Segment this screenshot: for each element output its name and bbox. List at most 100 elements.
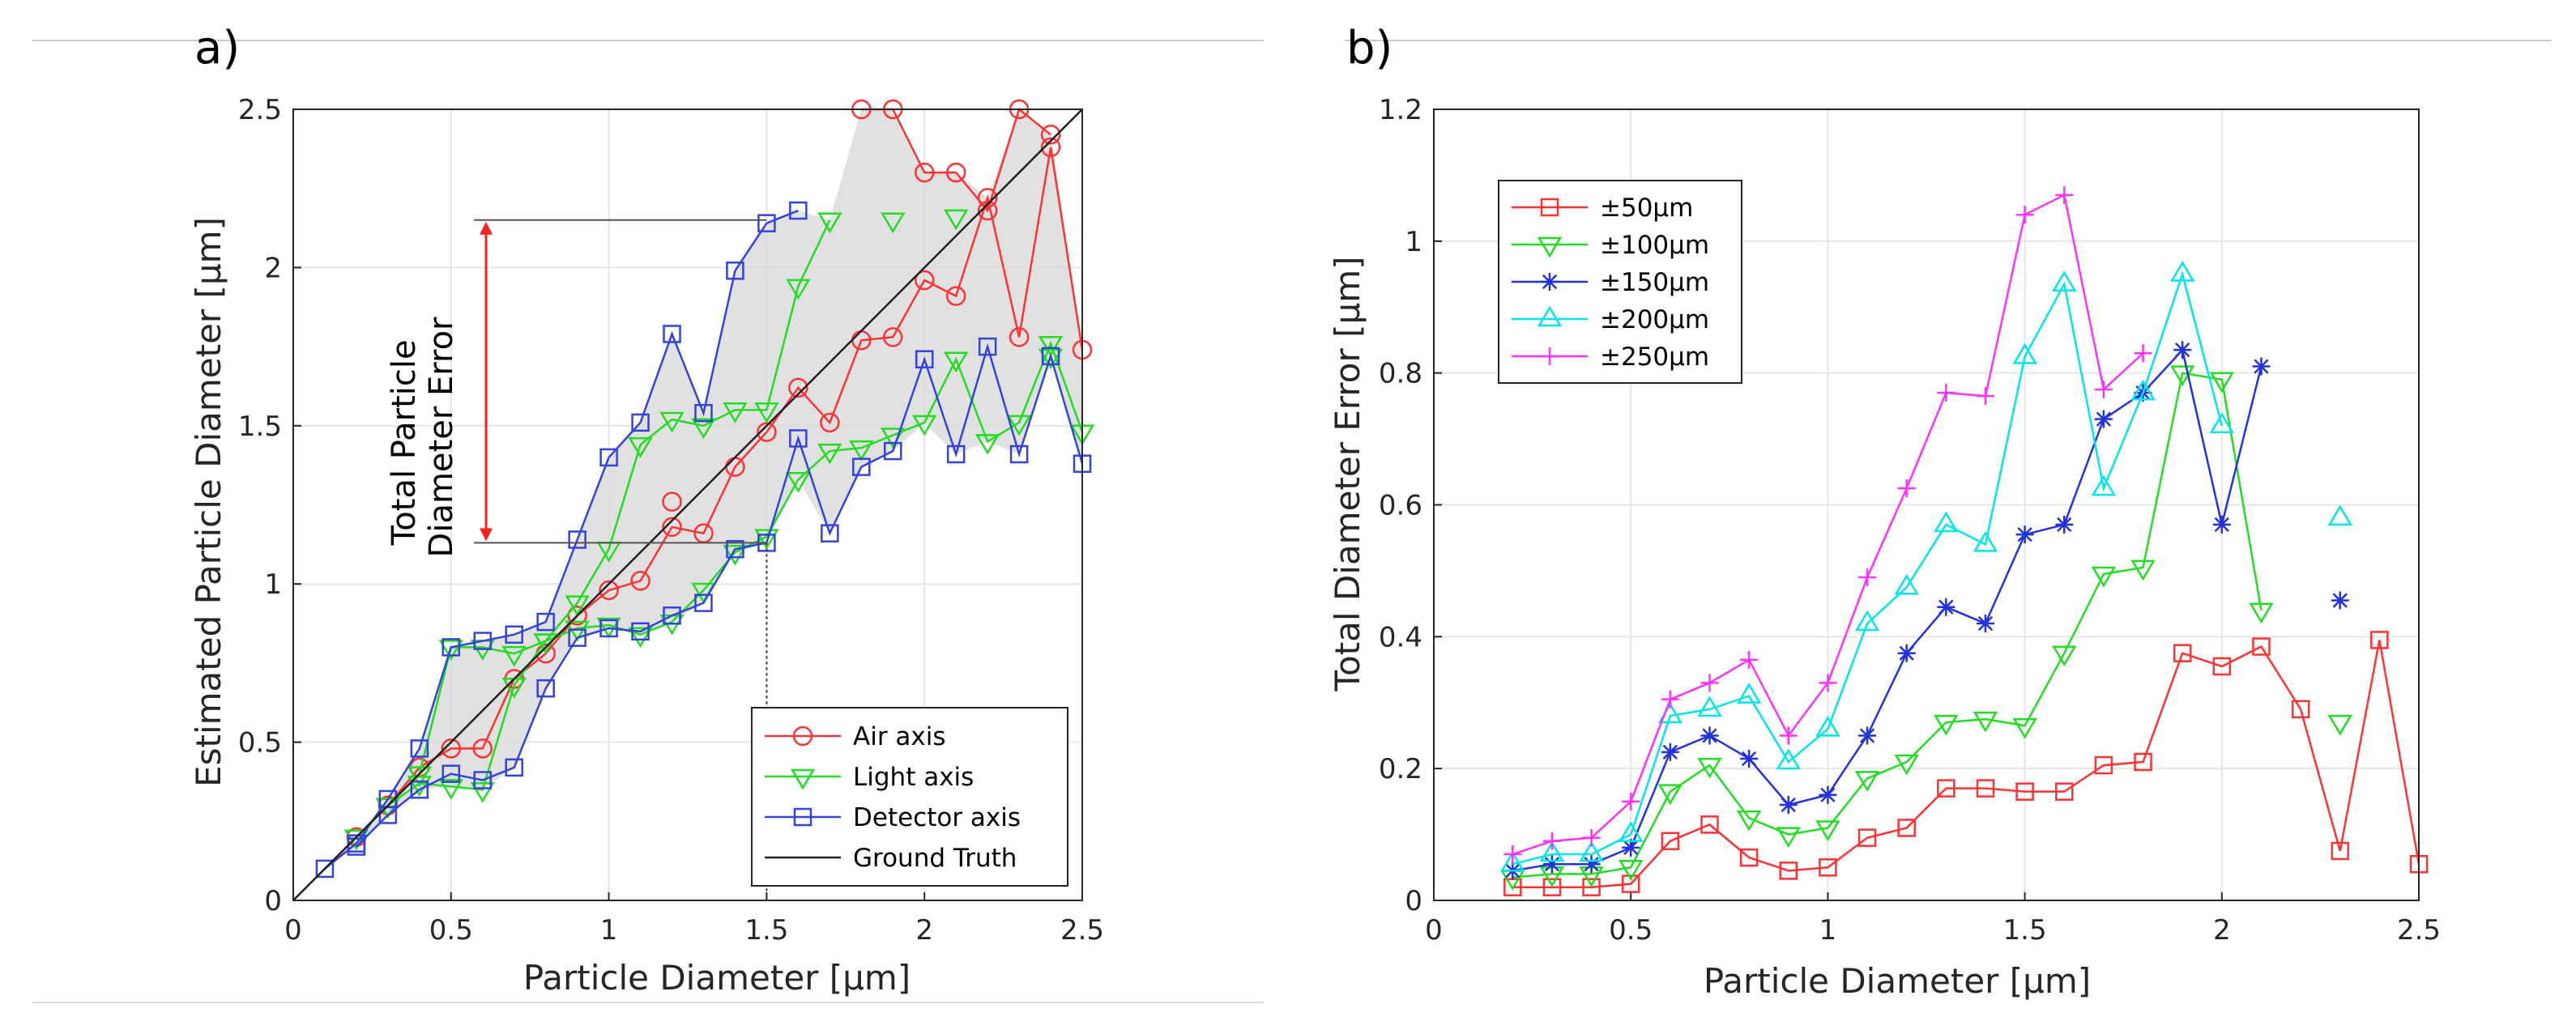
data-point [1854, 771, 1880, 792]
series-line [356, 219, 831, 838]
data-point [1776, 748, 1801, 770]
chart-a: a) 0 0.5 1 1.5 2 2.5 0 0.5 1 1.5 2 2.5 Total Partic… [189, 22, 1104, 998]
series-line [292, 109, 1083, 901]
y-tick-label: 0.4 [1379, 621, 1422, 653]
data-point [1740, 650, 1759, 669]
panel-label-a: a) [194, 22, 240, 74]
data-point [1897, 819, 1916, 837]
data-point [1934, 511, 1959, 533]
data-point [1858, 726, 1877, 745]
x-tick-label: 1.5 [744, 914, 788, 947]
legend-label: ±50μm [1600, 194, 1693, 223]
data-point [343, 829, 369, 851]
data-point [694, 594, 713, 612]
data-point [1009, 445, 1029, 464]
data-point [1897, 479, 1916, 498]
legend-label: Air axis [853, 722, 946, 751]
data-point [915, 350, 934, 368]
data-point [568, 530, 586, 549]
data-point [2094, 410, 2113, 428]
data-point [789, 201, 808, 220]
y-tick-label: 2 [264, 252, 282, 284]
data-point [1819, 785, 1837, 804]
data-point [1937, 598, 1955, 616]
data-point [881, 212, 906, 234]
data-point [977, 200, 998, 221]
data-point [505, 625, 523, 644]
data-point [659, 411, 685, 433]
data-point [663, 606, 681, 625]
data-point [912, 415, 937, 436]
data-point [2134, 752, 2152, 772]
data-point [441, 764, 461, 783]
data-point [1697, 696, 1722, 717]
y-tick-label: 0 [264, 885, 282, 917]
data-point [2327, 714, 2352, 736]
data-point [2173, 644, 2192, 662]
series-b-4 [1503, 185, 2152, 864]
data-point [628, 627, 653, 649]
data-point [2012, 343, 2037, 364]
series-b-1 [1500, 365, 2352, 891]
data-point [1038, 335, 1064, 357]
data-point [662, 517, 682, 538]
data-point [2094, 381, 2113, 399]
legend-label: ±100μm [1600, 231, 1709, 260]
data-point [1622, 838, 1640, 857]
data-point [1973, 711, 1998, 733]
data-point [691, 418, 716, 440]
data-point [438, 779, 463, 800]
data-point [565, 620, 590, 642]
legend-marker [1541, 273, 1559, 291]
data-point [407, 776, 433, 797]
data-point [441, 638, 461, 657]
annotation-line-2: Diameter Error [423, 317, 460, 558]
data-point [2249, 602, 2274, 624]
y-axis-label-a: Estimated Particle Diameter [μm] [189, 217, 228, 787]
legend-marker [1541, 347, 1559, 365]
x-tick-label: 1 [600, 914, 618, 947]
data-point [1700, 674, 1719, 692]
data-point [2052, 645, 2077, 667]
series-line [1512, 347, 2263, 872]
series-line [1512, 640, 2420, 888]
y-tick-label: 1.5 [238, 411, 282, 443]
data-point [1736, 810, 1762, 832]
data-point [786, 471, 811, 493]
data-point [943, 351, 969, 373]
x-tick-label: 1.5 [2003, 914, 2047, 947]
data-point [1858, 568, 1877, 587]
data-point [1819, 858, 1837, 877]
legend-label: ±250μm [1600, 343, 1709, 372]
data-point [470, 781, 495, 803]
x-axis-label-b: Particle Diameter [μm] [1704, 961, 2091, 1001]
data-point [1038, 348, 1064, 370]
data-point [726, 539, 744, 559]
data-point [501, 645, 527, 667]
data-point [1857, 828, 1877, 847]
data-point [631, 622, 650, 641]
data-point [883, 441, 902, 461]
data-point [1503, 845, 1522, 864]
data-point [1740, 749, 1759, 768]
panel-label-b: b) [1346, 22, 1392, 74]
data-point [1697, 757, 1722, 779]
data-point [1973, 530, 1998, 552]
x-tick-label: 0.5 [1609, 914, 1653, 947]
data-point [1619, 821, 1644, 842]
data-point [1661, 743, 1679, 761]
data-point [946, 445, 966, 464]
data-point [663, 325, 681, 343]
data-point [975, 434, 1000, 455]
data-point [662, 491, 682, 512]
plot-frame-a [292, 109, 1083, 901]
data-point [1040, 125, 1061, 145]
series-line [324, 209, 799, 870]
x-tick-label: 0.5 [429, 914, 473, 947]
legend-label: Detector axis [853, 803, 1021, 832]
legend-marker [790, 768, 816, 790]
y-tick-label: 0.2 [1379, 753, 1422, 785]
data-point [631, 413, 650, 432]
annotation-line-1: Total Particle [386, 339, 423, 546]
